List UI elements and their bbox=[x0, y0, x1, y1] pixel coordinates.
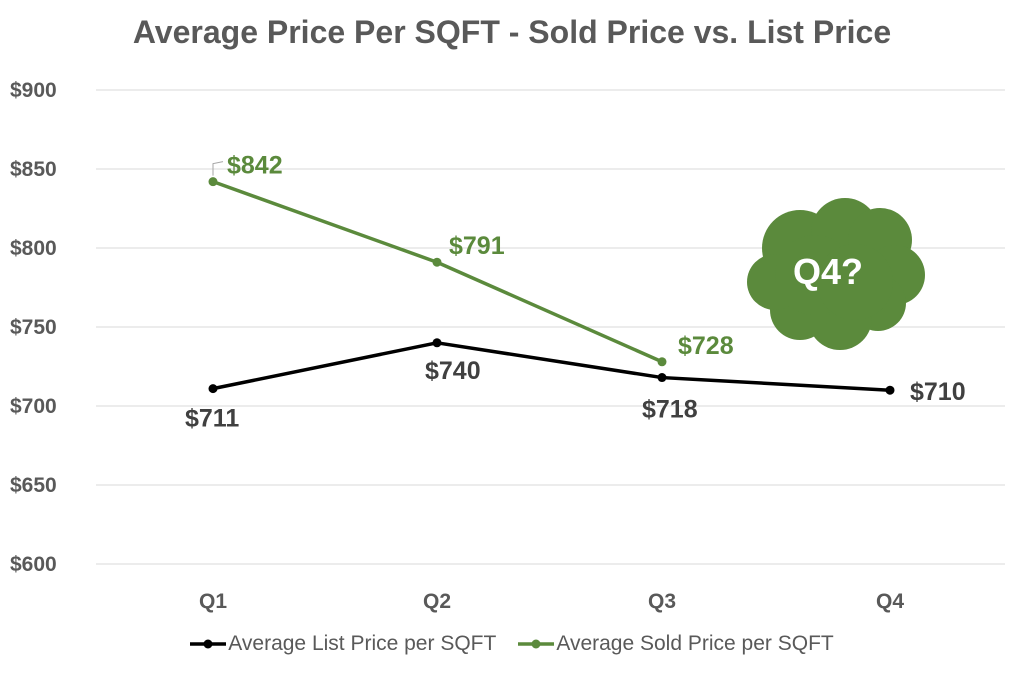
y-tick-label: $700 bbox=[10, 395, 57, 418]
legend-label: Average List Price per SQFT bbox=[228, 632, 497, 655]
data-point bbox=[432, 338, 442, 348]
x-tick-label: Q1 bbox=[199, 590, 227, 613]
data-point bbox=[657, 357, 667, 367]
x-tick-label: Q4 bbox=[876, 590, 904, 613]
legend-swatch-marker bbox=[531, 639, 541, 649]
data-point bbox=[208, 177, 218, 187]
data-label: $842 bbox=[227, 152, 283, 180]
chart-title: Average Price Per SQFT - Sold Price vs. … bbox=[132, 14, 892, 50]
chart-legend: Average List Price per SQFT Average Sold … bbox=[0, 632, 1024, 656]
data-label: $740 bbox=[425, 357, 481, 385]
y-tick-label: $900 bbox=[10, 79, 57, 102]
y-tick-label: $600 bbox=[10, 553, 57, 576]
y-tick-label: $800 bbox=[10, 237, 57, 260]
data-point bbox=[432, 257, 442, 267]
legend-swatch bbox=[190, 639, 227, 649]
data-label: $710 bbox=[910, 378, 966, 406]
data-label: $791 bbox=[449, 232, 505, 260]
data-label: $718 bbox=[642, 396, 698, 424]
label-leader-line bbox=[212, 161, 224, 176]
data-label: $711 bbox=[185, 405, 239, 433]
legend-swatch-marker bbox=[203, 639, 213, 649]
legend-label: Average Sold Price per SQFT bbox=[556, 632, 834, 655]
legend-item: Average Sold Price per SQFT bbox=[518, 632, 834, 656]
series-line-1 bbox=[212, 179, 663, 364]
cloud-annotation: Q4? bbox=[747, 198, 925, 350]
y-tick-label: $750 bbox=[10, 316, 57, 339]
x-tick-label: Q3 bbox=[648, 590, 676, 613]
series-line-0 bbox=[212, 341, 891, 392]
cloud-puff bbox=[817, 244, 893, 320]
y-tick-label: $650 bbox=[10, 474, 57, 497]
cloud-label: Q4? bbox=[793, 251, 863, 292]
data-point bbox=[885, 385, 895, 395]
data-point bbox=[208, 384, 218, 394]
legend-item: Average List Price per SQFT bbox=[190, 632, 496, 656]
y-tick-label: $850 bbox=[10, 158, 57, 181]
legend-swatch bbox=[518, 639, 555, 649]
x-tick-label: Q2 bbox=[423, 590, 451, 613]
data-point bbox=[657, 373, 667, 383]
data-label: $728 bbox=[678, 332, 734, 360]
